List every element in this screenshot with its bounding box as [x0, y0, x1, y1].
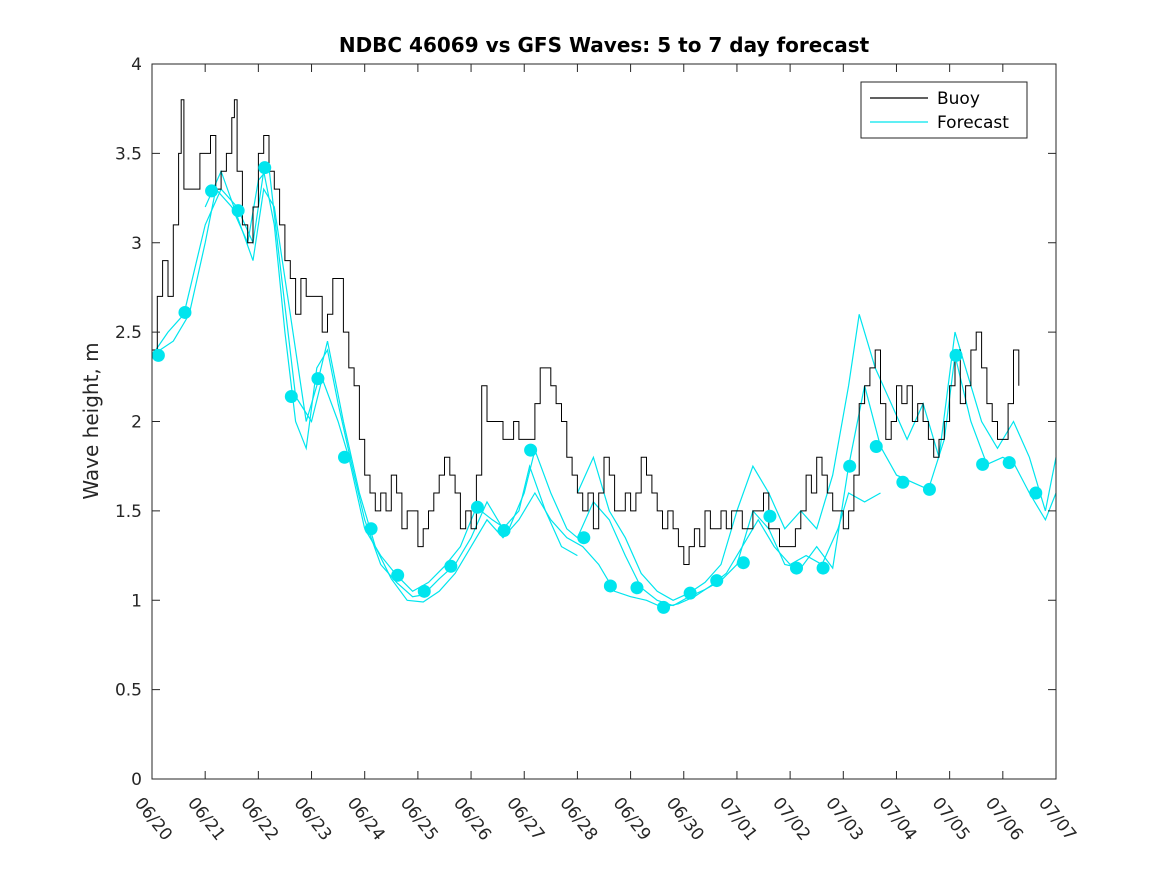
y-tick-label: 0.5 [115, 681, 142, 701]
forecast-marker [1029, 486, 1043, 500]
forecast-marker [736, 556, 750, 570]
forecast-marker [949, 348, 963, 362]
forecast-marker [497, 524, 511, 538]
forecast-marker [869, 440, 883, 454]
forecast-marker [205, 184, 219, 198]
forecast-marker [391, 568, 405, 582]
forecast-marker [231, 204, 245, 218]
y-tick-label: 4 [131, 55, 142, 75]
x-tick-label: 06/27 [502, 794, 548, 845]
forecast-marker [178, 305, 192, 319]
plot-area [152, 64, 1056, 779]
x-tick-label: 07/07 [1034, 794, 1080, 845]
x-tick-label: 06/29 [609, 794, 655, 845]
forecast-marker [843, 459, 857, 473]
x-tick-label: 06/30 [662, 794, 708, 845]
forecast-marker [524, 443, 538, 457]
forecast-marker [284, 389, 298, 403]
forecast-marker [337, 450, 351, 464]
y-axis-label: Wave height, m [79, 342, 103, 499]
x-tick-label: 06/22 [236, 794, 282, 845]
legend-box [860, 81, 1028, 139]
x-tick-label: 07/05 [928, 794, 974, 845]
forecast-marker [657, 600, 671, 614]
forecast-marker [630, 581, 644, 595]
x-tick-label: 06/20 [130, 794, 176, 845]
forecast-marker [444, 559, 458, 573]
x-tick-label: 07/02 [768, 794, 814, 845]
x-tick-label: 07/01 [715, 794, 761, 845]
forecast-marker [258, 161, 272, 175]
forecast-marker [151, 348, 165, 362]
forecast-marker [1002, 456, 1016, 470]
x-tick-label: 07/04 [875, 794, 921, 845]
x-tick-label: 07/03 [821, 794, 867, 845]
forecast-marker [311, 372, 325, 386]
buoy-line [152, 99, 1020, 565]
forecast-marker [789, 561, 803, 575]
y-tick-label: 1.5 [115, 502, 142, 522]
forecast-marker [896, 475, 910, 489]
y-tick-label: 3.5 [115, 144, 142, 164]
x-tick-label: 06/26 [449, 794, 495, 845]
forecast-line-1 [204, 169, 881, 609]
forecast-marker [763, 509, 777, 523]
legend: Buoy Forecast [860, 81, 1028, 139]
forecast-marker [683, 586, 697, 600]
forecast-marker [922, 482, 936, 496]
y-axis: 0 0.5 1 1.5 2 2.5 3 3.5 4 [115, 55, 1056, 790]
x-tick-label: 07/06 [981, 794, 1027, 845]
buoy-series-group [152, 99, 1020, 565]
chart-title: NDBC 46069 vs GFS Waves: 5 to 7 day fore… [339, 33, 870, 57]
x-tick-label: 06/23 [290, 794, 336, 845]
forecast-marker [364, 522, 378, 536]
y-tick-label: 3 [131, 234, 142, 254]
x-tick-label: 06/25 [396, 794, 442, 845]
y-tick-label: 2.5 [115, 323, 142, 343]
forecast-marker [976, 457, 990, 471]
forecast-marker [577, 531, 591, 545]
forecast-marker [417, 584, 431, 598]
legend-label-forecast: Forecast [937, 113, 1009, 133]
x-tick-label: 06/21 [183, 794, 229, 845]
y-tick-label: 1 [131, 591, 142, 611]
x-tick-label: 06/28 [555, 794, 601, 845]
forecast-marker [470, 500, 484, 514]
forecast-marker [710, 574, 724, 588]
forecast-markers-group [151, 161, 1043, 614]
legend-label-buoy: Buoy [937, 89, 980, 109]
forecast-marker [816, 561, 830, 575]
forecast-marker [603, 579, 617, 593]
y-tick-label: 0 [131, 770, 142, 790]
y-tick-label: 2 [131, 413, 142, 433]
forecast-line-3 [576, 314, 1057, 601]
x-tick-label: 06/24 [343, 794, 389, 845]
